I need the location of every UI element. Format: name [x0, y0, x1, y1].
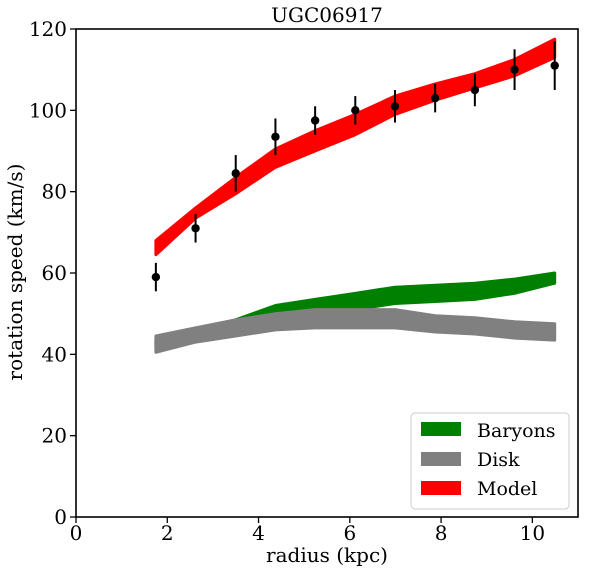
x-tick-label: 6	[343, 521, 356, 545]
data-point	[390, 102, 400, 111]
chart-title: UGC06917	[271, 3, 383, 27]
legend: Baryons Disk Model	[410, 412, 570, 510]
legend-swatch-model	[421, 481, 461, 495]
y-tick-label: 0	[54, 505, 67, 529]
y-axis-label: rotation speed (km/s)	[3, 164, 27, 381]
legend-label-baryons: Baryons	[477, 420, 556, 442]
x-tick-label: 2	[161, 521, 174, 545]
band-disk	[154, 308, 557, 354]
y-tick-label: 80	[42, 180, 67, 204]
legend-swatch-baryons	[421, 422, 461, 436]
y-axis-ticks: 0 20 40 60 80 100 120	[29, 17, 76, 529]
data-point	[550, 61, 559, 70]
data-point	[430, 93, 440, 103]
legend-label-disk: Disk	[477, 449, 520, 471]
points-layer	[151, 61, 559, 282]
y-tick-label: 20	[42, 424, 67, 448]
x-tick-label: 0	[70, 521, 83, 545]
bands-layer	[154, 37, 557, 354]
x-tick-label: 10	[520, 521, 545, 545]
data-point	[151, 272, 161, 282]
data-point	[470, 85, 480, 95]
band-model	[154, 37, 557, 257]
y-tick-label: 120	[29, 17, 67, 41]
data-point	[351, 106, 360, 115]
x-axis-label: radius (kpc)	[266, 543, 388, 567]
x-tick-label: 4	[252, 521, 265, 545]
data-point	[191, 224, 200, 233]
y-tick-label: 60	[42, 261, 67, 285]
data-point	[231, 169, 240, 178]
data-point	[310, 116, 320, 125]
x-tick-label: 8	[435, 521, 448, 545]
y-tick-label: 100	[29, 98, 67, 122]
legend-label-model: Model	[477, 478, 537, 500]
data-point	[271, 132, 280, 141]
data-point	[510, 65, 519, 74]
x-axis-ticks: 0 2 4 6 8 10	[70, 517, 545, 545]
legend-swatch-disk	[421, 452, 461, 466]
y-tick-label: 40	[42, 342, 67, 366]
